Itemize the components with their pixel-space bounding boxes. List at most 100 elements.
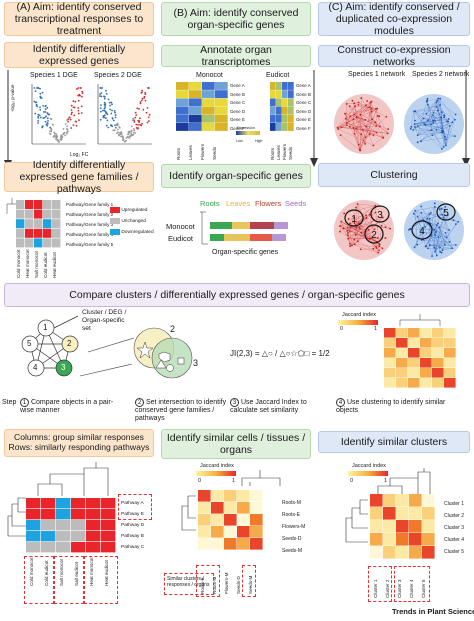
jaccard-title: Jaccard index (342, 312, 376, 318)
heatmap-cell (176, 98, 189, 107)
volcano-point (107, 98, 110, 101)
row-label: Pathway B (121, 534, 144, 539)
network1-label: Species 1 network (348, 71, 406, 78)
volcano-point (55, 136, 58, 139)
heatmap-cell (202, 82, 215, 90)
network-node (356, 203, 359, 205)
heatmap-cell (43, 238, 52, 248)
volcano-point (52, 135, 55, 138)
heatmap-cell (198, 538, 211, 550)
network-edge (433, 120, 443, 131)
heatmap-cell (211, 502, 224, 514)
heatmap-cell (444, 338, 456, 348)
network-node (432, 111, 435, 114)
network-edge (426, 244, 456, 247)
volcano-point (134, 131, 137, 134)
volcano-point (132, 117, 135, 120)
heatmap-cell (396, 348, 408, 358)
volcano-point (47, 119, 49, 122)
network-edge (358, 223, 377, 249)
network-node (440, 116, 443, 119)
step-text: Use Jaccard Index to calculate set simil… (230, 399, 307, 415)
network-node (430, 129, 433, 132)
bottom-b-rows: Roots-M Roots-E Flowers-M Seeds-D Seeds-… (282, 497, 305, 557)
network-node (365, 214, 367, 217)
volcano-point (104, 106, 106, 108)
heatmap-cell (396, 507, 409, 520)
network-node (409, 228, 412, 230)
heatmap-cell (408, 348, 420, 358)
volcano-point (45, 123, 48, 126)
heatmap-cell (383, 507, 396, 520)
network-node (373, 228, 376, 231)
step-num: 1 (20, 398, 29, 407)
bottom-c-header: Identify similar clusters (318, 431, 470, 453)
network-node (374, 211, 377, 214)
network-edge (340, 134, 361, 151)
volcano-point (74, 100, 77, 103)
gene-label: Gene F (230, 125, 245, 131)
network-node (433, 202, 436, 205)
heatmap-cell (288, 90, 294, 99)
network-edge (347, 227, 383, 249)
volcano-point (112, 129, 115, 132)
network-node (359, 113, 362, 116)
heatmap-cell (288, 106, 294, 115)
jaccard-max: 1 (384, 478, 388, 484)
network-edge (359, 108, 378, 150)
volcano-point (124, 140, 127, 143)
heatmap-cell (56, 531, 71, 542)
volcano-plots (31, 84, 152, 145)
gene-label: Gene F (296, 125, 311, 131)
volcano-point (44, 120, 47, 123)
volcano-point (112, 119, 115, 122)
volcano-point (103, 103, 106, 106)
network-edge (415, 210, 459, 222)
heatmap-cell (211, 526, 224, 538)
bottom-b-header: Identify similar cells / tissues / organ… (161, 429, 311, 459)
network-node (353, 102, 356, 105)
volcano-point (106, 119, 109, 122)
organ-label: Seeds (288, 146, 293, 160)
heatmap-cell (198, 490, 211, 502)
heatmap-cell (420, 328, 432, 338)
volcano-point (66, 125, 69, 128)
row-label: Seeds-D (282, 536, 302, 542)
heatmap-cell (71, 509, 86, 520)
network-edge (443, 119, 449, 148)
network-node (354, 105, 357, 108)
step-text: Use clustering to identify similar objec… (336, 399, 446, 415)
network-node (454, 223, 457, 226)
organ-label: Roots (176, 147, 181, 160)
network-node (436, 109, 439, 112)
volcano-point (147, 116, 150, 119)
volcano-point (108, 101, 111, 104)
row-label: Pathway/Gene family 5 (66, 242, 114, 247)
network-node (357, 101, 360, 104)
highlight-box (54, 556, 84, 604)
node-1: 1 (43, 323, 48, 332)
network-edge (411, 100, 438, 127)
network-edge (427, 234, 436, 249)
heatmap-cell (198, 502, 211, 514)
network-edge (431, 231, 437, 257)
clustered-networks: 1 2 3 4 5 (334, 200, 464, 260)
volcano-point (51, 123, 54, 126)
highlight-box (368, 566, 392, 602)
heatmap-cell (288, 82, 294, 90)
network-node (365, 217, 368, 219)
heatmap-cell (408, 338, 420, 348)
volcano-point (129, 134, 132, 137)
network-node (381, 216, 384, 219)
network-edge (350, 116, 384, 139)
heatmap-cell (101, 531, 116, 542)
network-node (445, 144, 447, 147)
volcano-point (34, 112, 37, 115)
volcano-point (38, 114, 41, 117)
network-edge (433, 117, 445, 123)
network-node (439, 246, 441, 249)
heatmap-cell (176, 82, 189, 90)
organ-label: Leaves (276, 145, 281, 160)
network-node (359, 248, 362, 251)
heatmap-cell (202, 123, 215, 131)
